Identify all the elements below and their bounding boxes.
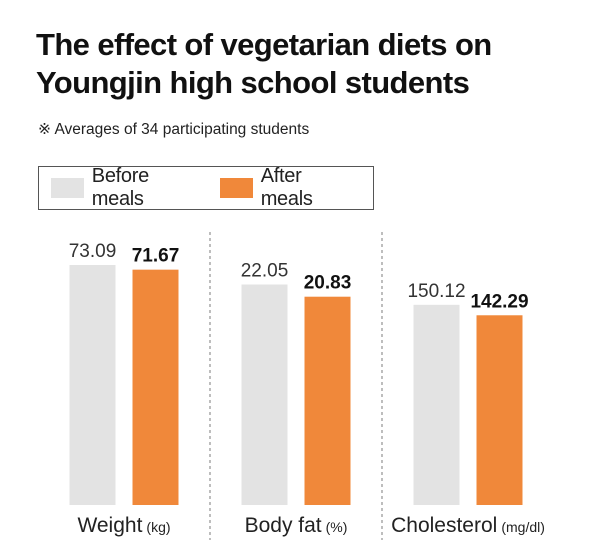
data-label-cholesterol-before: 150.12 [407, 281, 465, 302]
category-label-cholesterol: Cholesterol (mg/dl) [391, 514, 545, 537]
data-label-weight-after: 71.67 [132, 246, 180, 267]
legend-label-after: After meals [260, 165, 313, 210]
chart-title-line-2: Youngjin high school students [36, 65, 470, 100]
bar-cholesterol-after [476, 315, 523, 505]
data-label-body-fat-after: 20.83 [304, 273, 352, 294]
legend-label-before: Before meals [91, 165, 149, 210]
legend-item-before: Before meals [51, 165, 202, 211]
bar-body-fat-before [241, 284, 288, 505]
data-label-body-fat-before: 22.05 [241, 261, 289, 282]
bar-body-fat-after [304, 296, 351, 505]
bar-weight-before [69, 265, 116, 505]
chart-title: The effect of vegetarian diets on Youngj… [36, 26, 566, 102]
category-label-weight: Weight (kg) [77, 514, 170, 537]
legend-item-after: After meals [219, 165, 355, 211]
bar-weight-after [132, 269, 179, 505]
data-label-weight-before: 73.09 [69, 241, 117, 262]
data-label-cholesterol-after: 142.29 [470, 291, 528, 312]
category-label-body-fat: Body fat (%) [245, 514, 348, 537]
bar-cholesterol-before [413, 304, 460, 505]
chart-subtitle: ※ Averages of 34 participating students [38, 121, 310, 138]
legend-swatch-after [219, 178, 253, 198]
legend-swatch-before [51, 178, 84, 198]
legend: Before meals After meals [38, 165, 374, 211]
chart-title-line-1: The effect of vegetarian diets on [36, 27, 492, 62]
